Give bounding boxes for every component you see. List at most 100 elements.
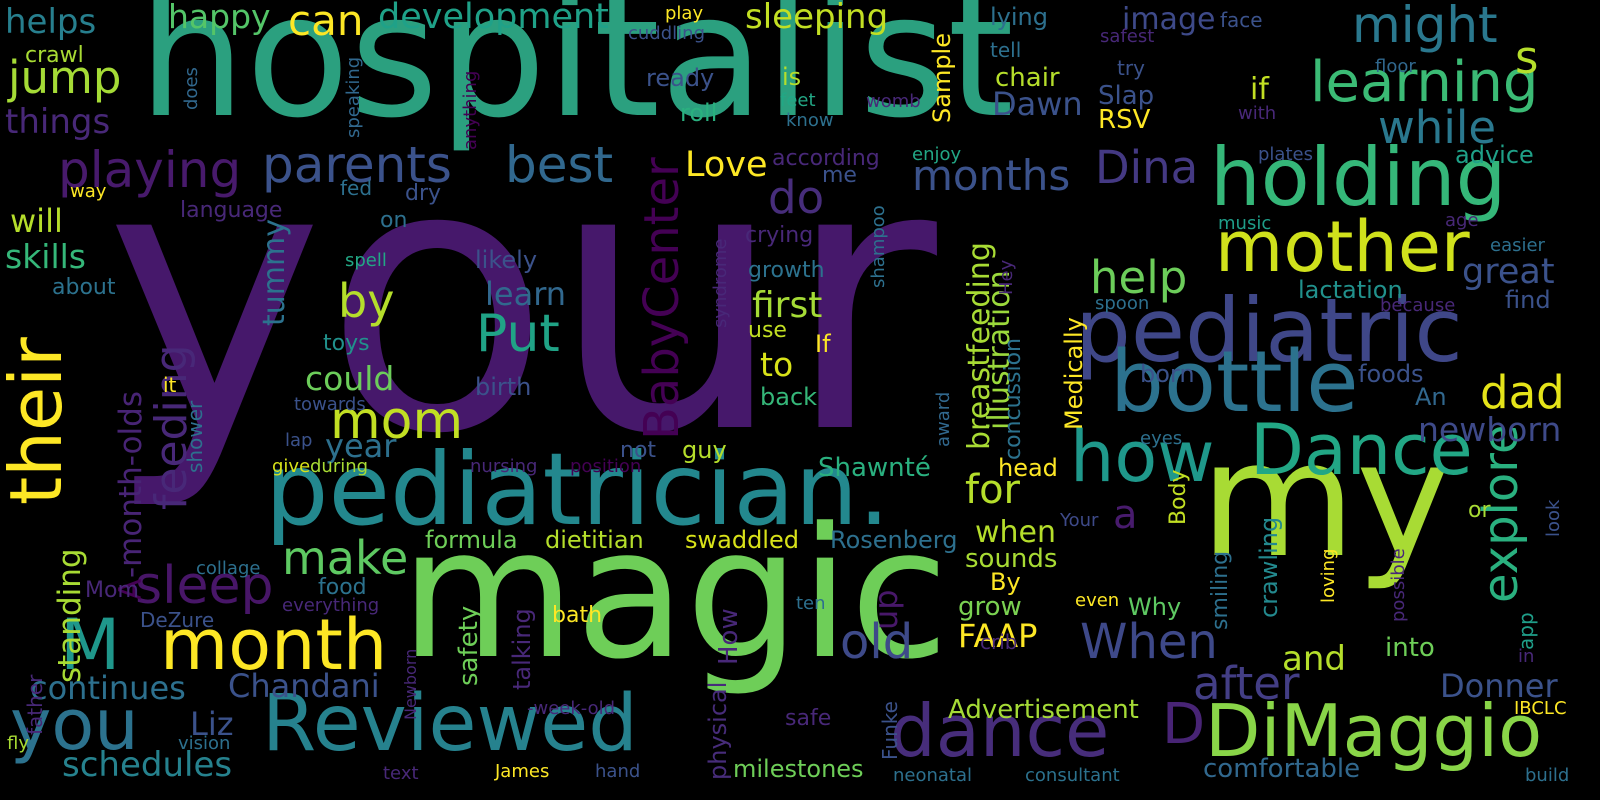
word-mom: Mom	[85, 578, 139, 603]
word-dance: dance	[890, 689, 1110, 773]
word-age: age	[1445, 210, 1479, 231]
word-eyes: eyes	[1140, 428, 1183, 449]
word-a: a	[1113, 492, 1138, 538]
word-play: play	[665, 3, 704, 24]
word-development: development	[378, 0, 609, 37]
word-even: even	[1075, 590, 1120, 611]
word-for: for	[965, 467, 1020, 513]
word-vision: vision	[178, 733, 231, 754]
word-shower: shower	[183, 400, 207, 473]
word-father: father	[23, 674, 47, 735]
word-app: app	[1514, 612, 1538, 650]
word-because: because	[1380, 295, 1456, 316]
word-growth: growth	[748, 258, 825, 283]
word-things: things	[5, 102, 111, 142]
word-newborn: newborn	[1418, 410, 1562, 449]
word-anything: anything	[460, 70, 481, 150]
word-music: music	[1218, 213, 1272, 234]
word-everything: everything	[282, 595, 380, 616]
word-help: help	[1090, 251, 1188, 304]
word-food: food	[318, 575, 367, 600]
word-helps: helps	[5, 2, 97, 42]
word-body: Body	[1166, 469, 1191, 525]
word-dawn: Dawn	[992, 85, 1083, 123]
word-month-olds: -month-olds	[113, 391, 149, 578]
word-after: after	[1193, 657, 1300, 710]
word-rosenberg: Rosenberg	[830, 526, 958, 554]
word-mother: mother	[1215, 206, 1470, 288]
word-is: is	[782, 63, 802, 91]
word-crawl: crawl	[25, 43, 84, 68]
word-tell: tell	[990, 38, 1022, 62]
word-holding: holding	[1210, 131, 1507, 224]
word-and: and	[1282, 639, 1346, 679]
word-d: D	[1162, 692, 1206, 757]
word-year: year	[325, 427, 397, 465]
word-pediatric: pediatric	[1075, 279, 1463, 382]
word-floor: floor	[1375, 56, 1416, 77]
word-guy: guy	[682, 436, 727, 464]
word-talking: talking	[508, 608, 536, 690]
word-reviewed: Reviewed	[262, 679, 638, 769]
word-tummy: tummy	[257, 219, 292, 326]
word-mom: mom	[330, 391, 464, 451]
word-standing: standing	[52, 548, 88, 683]
word-face: face	[1220, 8, 1263, 32]
word-shawnt: Shawnté	[818, 453, 931, 483]
word-their: their	[0, 337, 78, 505]
word-cuddling: cuddling	[628, 23, 705, 44]
word-your: Your	[1060, 510, 1099, 531]
word-with: with	[1238, 103, 1277, 124]
word-award: award	[933, 391, 954, 447]
word-dry: dry	[405, 181, 442, 206]
word-speaking: speaking	[343, 56, 364, 138]
word-babycenter: BabyCenter	[634, 157, 690, 440]
word-lactation: lactation	[1298, 276, 1403, 304]
word-why: Why	[1128, 593, 1182, 621]
word-playing: playing	[58, 141, 242, 199]
word-to: to	[760, 345, 794, 384]
word-put: Put	[476, 304, 560, 364]
word-safety: safety	[454, 605, 484, 686]
word-chair: chair	[995, 63, 1060, 93]
word-how: How	[714, 608, 744, 665]
word-try: try	[1117, 56, 1145, 80]
word-comfortable: comfortable	[1203, 754, 1361, 784]
word-possible: possible	[1388, 548, 1409, 622]
word-bottle: bottle	[1110, 333, 1359, 432]
word-donner: Donner	[1440, 667, 1558, 705]
word-collage: collage	[196, 558, 261, 579]
word-ready: ready	[646, 64, 715, 92]
word-in: in	[1518, 646, 1535, 667]
word-up: up	[867, 589, 905, 630]
word-crying: crying	[745, 223, 814, 248]
word-spoon: spoon	[1095, 293, 1150, 314]
word-give: give	[272, 456, 311, 477]
word-use: use	[748, 318, 787, 343]
word-s: s	[1515, 31, 1539, 84]
word-womb: womb	[866, 91, 921, 112]
word-neonatal: neonatal	[893, 765, 973, 786]
word-crawling: crawling	[1255, 516, 1283, 618]
word-dimaggio: DiMaggio	[1205, 689, 1543, 773]
word-towards: towards	[294, 394, 366, 415]
word-syndrome: syndrome	[710, 238, 731, 329]
word-dina: Dina	[1095, 141, 1199, 194]
word-when: When	[1080, 614, 1218, 670]
word-jump: jump	[8, 51, 122, 104]
word-an: An	[1415, 383, 1447, 411]
word-will: will	[10, 202, 63, 240]
word-consultant: consultant	[1025, 765, 1120, 786]
word-position: position	[570, 456, 642, 477]
word-back: back	[760, 383, 818, 411]
word-continues: continues	[30, 669, 186, 707]
word-medically: Medically	[1060, 317, 1088, 430]
word-sleeping: sleeping	[745, 0, 889, 37]
word-build: build	[1525, 765, 1570, 786]
word-old: old	[840, 614, 914, 670]
word-schedules: schedules	[62, 745, 233, 785]
word-enjoy: enjoy	[912, 144, 962, 165]
word-born: born	[1140, 360, 1195, 388]
word-newborn: Newborn	[401, 648, 420, 720]
